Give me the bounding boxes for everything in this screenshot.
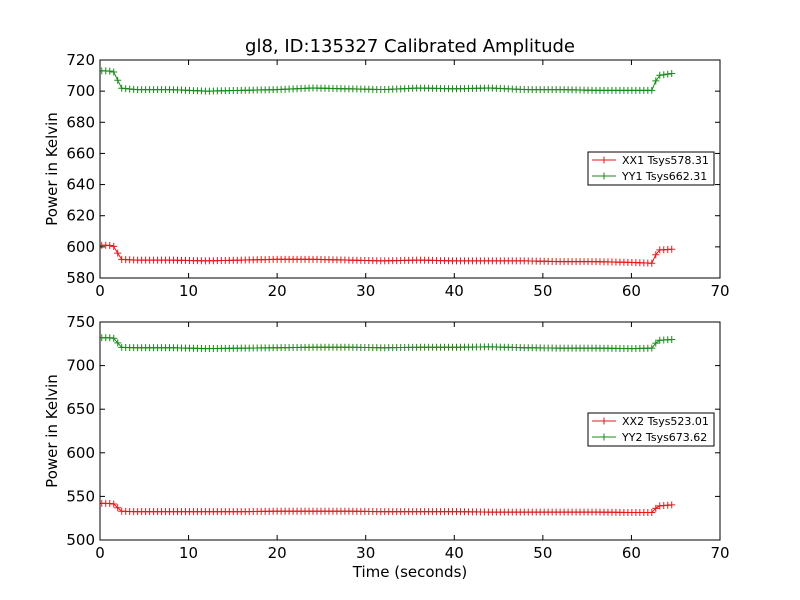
- axes-frame: [99, 321, 721, 541]
- x-tick-label: 40: [445, 544, 464, 562]
- y-tick-label: 660: [66, 144, 95, 162]
- legend-marker: [600, 156, 608, 164]
- y-tick-label: 600: [66, 444, 95, 462]
- x-axis-label: Time (seconds): [352, 563, 468, 581]
- data-point: [652, 251, 660, 259]
- x-tick-label: 30: [356, 544, 375, 562]
- data-point: [668, 245, 676, 253]
- legend: XX2 Tsys523.01 YY2 Tsys673.62: [587, 412, 715, 447]
- x-tick-label: 30: [356, 282, 375, 300]
- data-point: [106, 241, 114, 249]
- data-point: [652, 77, 660, 85]
- x-tick-label: 20: [268, 544, 287, 562]
- legend-box: [587, 151, 715, 186]
- data-point: [660, 71, 668, 79]
- y-axis-label: Power in Kelvin: [43, 112, 61, 226]
- y-tick-label: 750: [66, 313, 95, 331]
- legend-label: YY2 Tsys673.62: [621, 431, 707, 444]
- legend-label: XX1 Tsys578.31: [622, 154, 709, 167]
- x-tick-label: 70: [710, 544, 729, 562]
- axes-frame: [99, 59, 721, 279]
- x-tick-label: 50: [533, 282, 552, 300]
- legend-marker: [600, 433, 608, 441]
- series-markers-1: [100, 67, 676, 95]
- legend-label: XX2 Tsys523.01: [622, 415, 709, 428]
- chart-title: gl8, ID:135327 Calibrated Amplitude: [245, 36, 575, 57]
- data-point: [668, 70, 676, 78]
- y-tick-label: 700: [66, 82, 95, 100]
- data-point: [648, 86, 656, 94]
- y-tick-label: 550: [66, 487, 95, 505]
- legend-marker: [600, 172, 608, 180]
- x-tick-label: 10: [179, 282, 198, 300]
- legend-label: YY1 Tsys662.31: [621, 170, 707, 183]
- series-group: [100, 334, 676, 517]
- bottom-panel: 0 10 20 30 40 50 60 70 500 550 600 650 700 750 Power i…: [43, 313, 730, 562]
- x-tick-label: 40: [445, 282, 464, 300]
- data-point: [668, 501, 676, 509]
- data-point: [648, 509, 656, 517]
- data-point: [110, 68, 118, 76]
- data-point: [110, 500, 118, 508]
- legend-marker: [600, 417, 608, 425]
- x-tick-label: 70: [710, 282, 729, 300]
- data-point: [652, 339, 660, 347]
- series-group: [100, 67, 676, 267]
- y-tick-label: 600: [66, 238, 95, 256]
- data-point: [110, 242, 118, 250]
- data-point: [656, 71, 664, 79]
- y-axis-label: Power in Kelvin: [43, 374, 61, 488]
- series-markers-0: [100, 241, 676, 267]
- data-point: [114, 504, 122, 512]
- data-point: [648, 344, 656, 352]
- y-tick-label: 720: [66, 51, 95, 69]
- data-point: [114, 76, 122, 84]
- x-tick-label: 60: [622, 282, 641, 300]
- x-tick-label: 20: [268, 282, 287, 300]
- series-markers-1: [100, 334, 676, 353]
- y-tick-label: 620: [66, 207, 95, 225]
- data-point: [648, 259, 656, 267]
- x-tick-label: 50: [533, 544, 552, 562]
- y-tick-label: 500: [66, 531, 95, 549]
- data-point: [668, 336, 676, 344]
- x-tick-label: 60: [622, 544, 641, 562]
- data-point: [114, 249, 122, 257]
- legend-box: [587, 412, 715, 447]
- data-point: [110, 334, 118, 342]
- x-tick-label: 0: [95, 544, 105, 562]
- series-markers-0: [100, 499, 676, 517]
- y-tick-label: 580: [66, 269, 95, 287]
- x-tick-label: 10: [179, 544, 198, 562]
- y-tick-label: 680: [66, 113, 95, 131]
- y-tick-label: 640: [66, 176, 95, 194]
- data-point: [664, 70, 672, 78]
- legend: XX1 Tsys578.31 YY1 Tsys662.31: [587, 151, 715, 186]
- y-tick-label: 650: [66, 400, 95, 418]
- x-tick-label: 0: [95, 282, 105, 300]
- data-point: [106, 67, 114, 75]
- y-tick-label: 700: [66, 357, 95, 375]
- top-panel: 0 10 20 30 40 50 60 70 580 600 620 640 660 680 700 720 P…: [43, 51, 730, 300]
- data-point: [114, 339, 122, 347]
- data-point: [652, 504, 660, 512]
